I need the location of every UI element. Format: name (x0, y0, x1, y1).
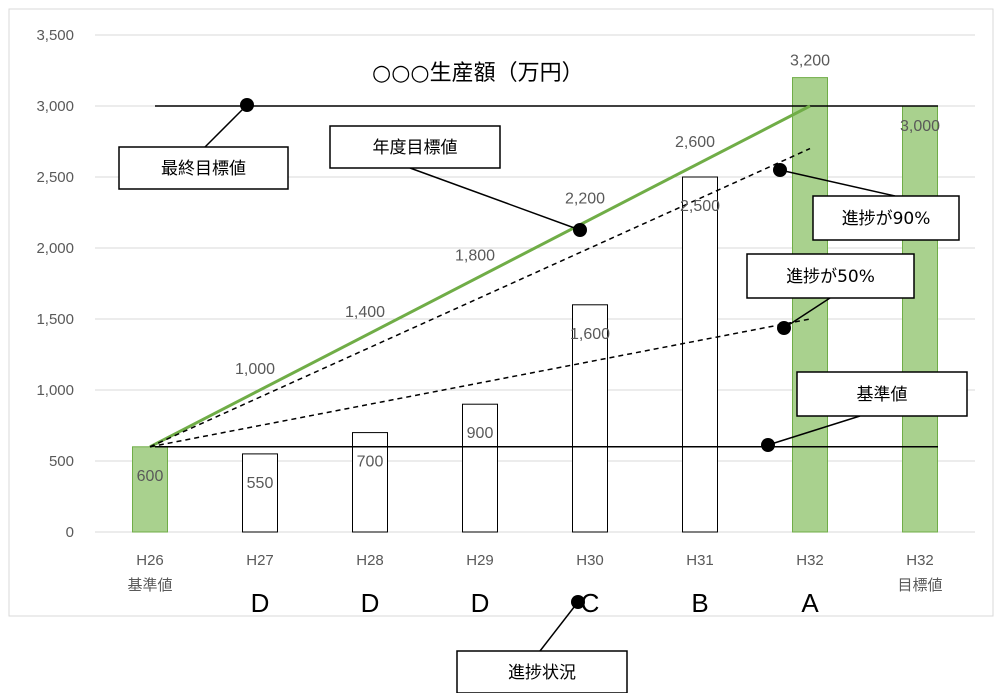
base-callout-leader (767, 415, 861, 446)
x-axis-ticks: H26 基準値 H27 H28 H29 H30 H31 H32 H32 目標値 (127, 552, 942, 594)
chart-area-border (8, 8, 994, 617)
bar (682, 176, 718, 533)
x-tick-label: H26 (136, 552, 164, 569)
bar (572, 304, 608, 533)
y-tick-label: 2,500 (36, 169, 74, 186)
target-data-label: 1,000 (235, 361, 275, 378)
rank-label: D (361, 588, 380, 618)
progress-50-callout-box (746, 253, 915, 299)
progress-90-callout-leader (779, 169, 896, 197)
progress-90-line (149, 147, 811, 448)
x-tick-label: H30 (576, 552, 604, 569)
yearly-target-callout-leader (409, 167, 581, 231)
progress-50-callout-marker (777, 321, 791, 335)
bar (352, 432, 388, 533)
bar-data-label: 550 (247, 475, 274, 492)
final-target-callout-leader (204, 104, 248, 148)
target-data-label: 1,800 (455, 247, 495, 264)
rank-label: B (691, 588, 708, 618)
x-tick-label: H29 (466, 552, 494, 569)
y-tick-label: 500 (49, 453, 74, 470)
progress-50-line (149, 318, 811, 448)
rank-label: C (581, 588, 600, 618)
rank-label: A (801, 588, 819, 618)
target-data-label: 2,600 (675, 134, 715, 151)
y-tick-label: 3,500 (36, 27, 74, 44)
progress-50-callout-text: 進捗が50% (786, 267, 875, 287)
yearly-target-line (149, 104, 811, 449)
bar-data-label: 2,500 (680, 198, 720, 215)
yearly-target-callout-text: 年度目標値 (373, 138, 458, 158)
bar-data-label: 3,000 (900, 118, 940, 135)
rank-label: D (251, 588, 270, 618)
progress-status-callout-marker (571, 595, 585, 609)
x-tick-label: H27 (246, 552, 274, 569)
final-target-callout-marker (240, 98, 254, 112)
base-callout-text: 基準値 (857, 385, 908, 405)
yearly-target-callout-box (329, 125, 501, 169)
progress-status-callout-box (456, 650, 628, 693)
x-tick-sublabel: 目標値 (897, 577, 942, 594)
x-tick-label: H28 (356, 552, 384, 569)
y-tick-label: 2,000 (36, 240, 74, 257)
progress-90-callout-text: 進捗が90% (842, 209, 931, 229)
bar (902, 105, 938, 533)
progress-status-callout-leader (539, 601, 579, 652)
bar (132, 446, 168, 533)
x-tick-label: H32 (796, 552, 824, 569)
bar-data-label: 700 (357, 454, 384, 471)
progress-90-callout-box (812, 195, 960, 241)
target-data-label: 2,200 (565, 191, 605, 208)
bar-data-label: 3,200 (790, 53, 830, 70)
x-tick-label: H31 (686, 552, 714, 569)
bar (792, 77, 828, 533)
reference-lines (149, 104, 938, 449)
base-callout-marker (761, 438, 775, 452)
x-tick-label: H32 (906, 552, 934, 569)
y-tick-label: 0 (66, 524, 74, 541)
rank-label: D (471, 588, 490, 618)
bar-data-label: 900 (467, 425, 494, 442)
y-axis-ticks: 0 500 1,000 1,500 2,000 2,500 3,000 3,500 (36, 27, 74, 541)
bar (462, 403, 498, 533)
yearly-target-callout-marker (573, 223, 587, 237)
chart-title: ○○○生産額（万円） (372, 61, 584, 86)
y-tick-label: 3,000 (36, 98, 74, 115)
y-tick-label: 1,500 (36, 311, 74, 328)
progress-50-callout-leader (783, 297, 831, 329)
bar (242, 453, 278, 533)
x-tick-sublabel: 基準値 (127, 577, 172, 594)
base-callout-box (796, 371, 968, 417)
data-labels: 600 550 700 900 1,600 2,500 3,200 3,000 1,000 1,4… (137, 53, 940, 492)
progress-90-callout-marker (773, 163, 787, 177)
target-data-label: 1,400 (345, 304, 385, 321)
bar-data-label: 1,600 (570, 326, 610, 343)
progress-status-callout-text: 進捗状況 (508, 663, 576, 683)
bar-data-label: 600 (137, 468, 164, 485)
y-tick-label: 1,000 (36, 382, 74, 399)
final-target-callout-text: 最終目標値 (161, 159, 246, 179)
final-target-callout-box (118, 146, 289, 190)
